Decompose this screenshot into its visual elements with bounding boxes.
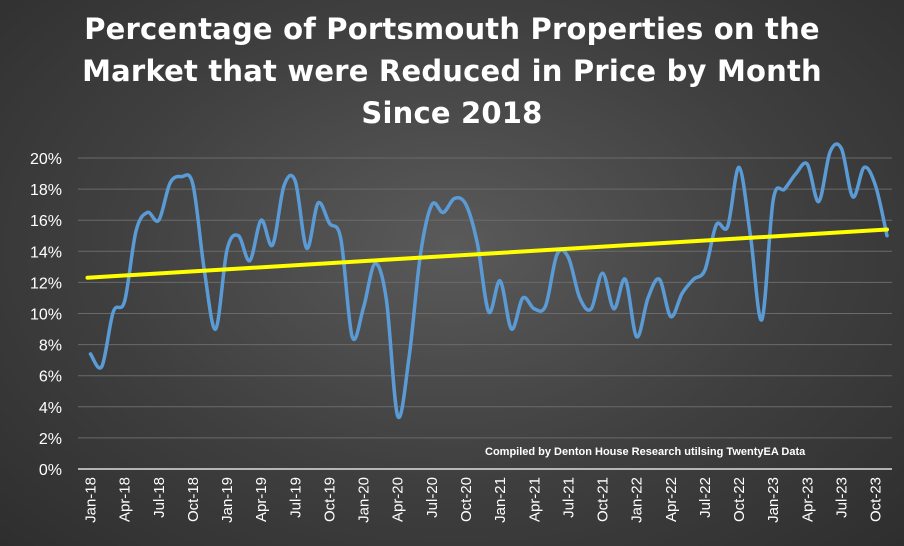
x-tick-label: Apr-18 [117, 477, 134, 522]
trend-line [85, 227, 889, 280]
x-tick-label: Jan-22 [629, 477, 646, 523]
x-tick-label: Jan-20 [356, 477, 373, 523]
series-layer [88, 142, 889, 420]
x-tick-label: Jul-20 [424, 477, 441, 518]
x-tick-label: Oct-18 [185, 477, 202, 522]
y-tick-label: 18% [30, 182, 62, 199]
chart-title-line-3: Since 2018 [361, 96, 543, 130]
x-tick-label: Apr-19 [253, 477, 270, 522]
trend-layer [85, 227, 889, 280]
x-tick-label: Jul-22 [697, 477, 714, 518]
x-tick-label: Apr-21 [526, 477, 543, 522]
chart-title-line-2: Market that were Reduced in Price by Mon… [82, 54, 822, 88]
x-tick-label: Apr-23 [799, 477, 816, 522]
x-tick-label: Jan-18 [83, 477, 100, 523]
y-tick-label: 4% [39, 400, 62, 417]
x-tick-label: Jul-21 [560, 477, 577, 518]
chart-title-line-1: Percentage of Portsmouth Properties on t… [84, 12, 820, 46]
x-tick-label: Oct-23 [868, 477, 885, 522]
y-tick-label: 12% [30, 275, 62, 292]
x-tick-label: Oct-19 [321, 477, 338, 522]
y-tick-label: 20% [30, 151, 62, 168]
y-tick-label: 14% [30, 244, 62, 261]
x-tick-label: Jan-21 [492, 477, 509, 523]
x-tick-label: Oct-22 [731, 477, 748, 522]
series-line [88, 142, 889, 420]
x-tick-label: Apr-20 [390, 477, 407, 522]
gridlines [78, 157, 892, 470]
x-tick-label: Jan-19 [219, 477, 236, 523]
y-tick-label: 16% [30, 213, 62, 230]
x-tick-label: Oct-20 [458, 477, 475, 522]
chart-title: Percentage of Portsmouth Properties on t… [0, 8, 904, 134]
y-tick-label: 8% [39, 338, 62, 355]
x-axis-ticks: Jan-18 Apr-18 Jul-18 Oct-18 Jan-19 Apr-19 Jul-… [83, 477, 885, 523]
y-tick-label: 2% [39, 431, 62, 448]
x-tick-label: Jul-19 [287, 477, 304, 518]
y-tick-label: 0% [39, 462, 62, 479]
x-tick-label: Oct-21 [595, 477, 612, 522]
x-tick-label: Apr-22 [663, 477, 680, 522]
x-tick-label: Jan-23 [765, 477, 782, 523]
y-axis-ticks: 0% 2% 4% 6% 8% 10% 12% 14% 16% 18% 20% [30, 151, 62, 479]
source-annotation: Compiled by Denton House Research utilsi… [485, 446, 806, 458]
y-tick-label: 6% [39, 369, 62, 386]
x-tick-label: Jul-23 [833, 477, 850, 518]
y-tick-label: 10% [30, 307, 62, 324]
x-tick-label: Jul-18 [151, 477, 168, 518]
